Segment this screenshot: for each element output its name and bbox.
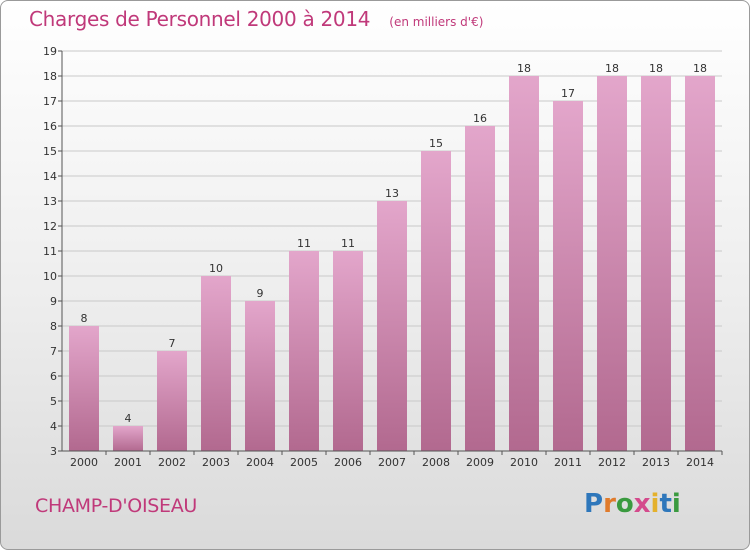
x-tick-label: 2011 [554, 456, 582, 469]
bar-2005 [289, 251, 319, 451]
data-label: 18 [693, 62, 707, 75]
x-tick-label: 2009 [466, 456, 494, 469]
chart-header: Charges de Personnel 2000 à 2014 (en mil… [29, 7, 483, 31]
proxiti-logo[interactable]: Proxiti [584, 489, 681, 519]
x-tick-label: 2014 [686, 456, 714, 469]
chart-title: Charges de Personnel 2000 à 2014 [29, 7, 371, 31]
x-tick-label: 2012 [598, 456, 626, 469]
bar-2001 [113, 426, 143, 451]
data-label: 9 [257, 287, 264, 300]
x-tick-label: 2000 [70, 456, 98, 469]
x-tick-label: 2007 [378, 456, 406, 469]
bar-2004 [245, 301, 275, 451]
data-label: 13 [385, 187, 399, 200]
data-label: 7 [169, 337, 176, 350]
y-tick-label: 5 [50, 395, 57, 408]
y-tick-label: 11 [43, 245, 57, 258]
logo-letter: r [603, 489, 616, 519]
data-label: 18 [605, 62, 619, 75]
x-tick-label: 2006 [334, 456, 362, 469]
x-tick-label: 2003 [202, 456, 230, 469]
y-tick-label: 18 [43, 70, 57, 83]
x-tick-label: 2004 [246, 456, 274, 469]
y-tick-label: 7 [50, 345, 57, 358]
x-tick-label: 2001 [114, 456, 142, 469]
y-tick-label: 4 [50, 420, 57, 433]
bar-2014 [685, 76, 715, 451]
data-label: 16 [473, 112, 487, 125]
x-tick-label: 2005 [290, 456, 318, 469]
logo-letter: i [671, 489, 681, 519]
data-label: 11 [297, 237, 311, 250]
data-label: 11 [341, 237, 355, 250]
place-name: CHAMP-D'OISEAU [35, 495, 198, 517]
y-tick-label: 13 [43, 195, 57, 208]
x-tick-label: 2010 [510, 456, 538, 469]
bar-2011 [553, 101, 583, 451]
logo-letter: o [615, 489, 634, 519]
y-tick-label: 19 [43, 45, 57, 58]
bar-2013 [641, 76, 671, 451]
bars: 8 4 7 10 9 11 11 13 15 16 18 17 18 18 18 [69, 62, 715, 451]
y-tick-label: 8 [50, 320, 57, 333]
data-label: 17 [561, 87, 575, 100]
data-label: 18 [517, 62, 531, 75]
data-label: 18 [649, 62, 663, 75]
bar-2000 [69, 326, 99, 451]
bar-2010 [509, 76, 539, 451]
x-tick-label: 2002 [158, 456, 186, 469]
logo-letter: t [659, 489, 672, 519]
logo-letter: x [633, 489, 651, 519]
logo-letter: i [650, 489, 660, 519]
y-tick-label: 14 [43, 170, 57, 183]
unit-note: (en milliers d'€) [389, 15, 484, 29]
data-label: 8 [81, 312, 88, 325]
y-tick-label: 12 [43, 220, 57, 233]
y-tick-label: 3 [50, 445, 57, 458]
y-tick-label: 17 [43, 95, 57, 108]
x-tick-label: 2008 [422, 456, 450, 469]
bar-2008 [421, 151, 451, 451]
bar-2007 [377, 201, 407, 451]
y-tick-label: 10 [43, 270, 57, 283]
y-tick-label: 6 [50, 370, 57, 383]
data-label: 4 [125, 412, 132, 425]
bar-2002 [157, 351, 187, 451]
data-label: 15 [429, 137, 443, 150]
axes: 3 4 5 6 7 8 9 10 11 12 13 14 15 16 17 18 19 2000 2001 2002 2… [43, 45, 723, 469]
bar-2012 [597, 76, 627, 451]
data-label: 10 [209, 262, 223, 275]
y-tick-label: 9 [50, 295, 57, 308]
x-tick-label: 2013 [642, 456, 670, 469]
bar-2006 [333, 251, 363, 451]
bar-2003 [201, 276, 231, 451]
y-tick-label: 16 [43, 120, 57, 133]
logo-letter: P [584, 489, 604, 519]
y-tick-label: 15 [43, 145, 57, 158]
bar-2009 [465, 126, 495, 451]
